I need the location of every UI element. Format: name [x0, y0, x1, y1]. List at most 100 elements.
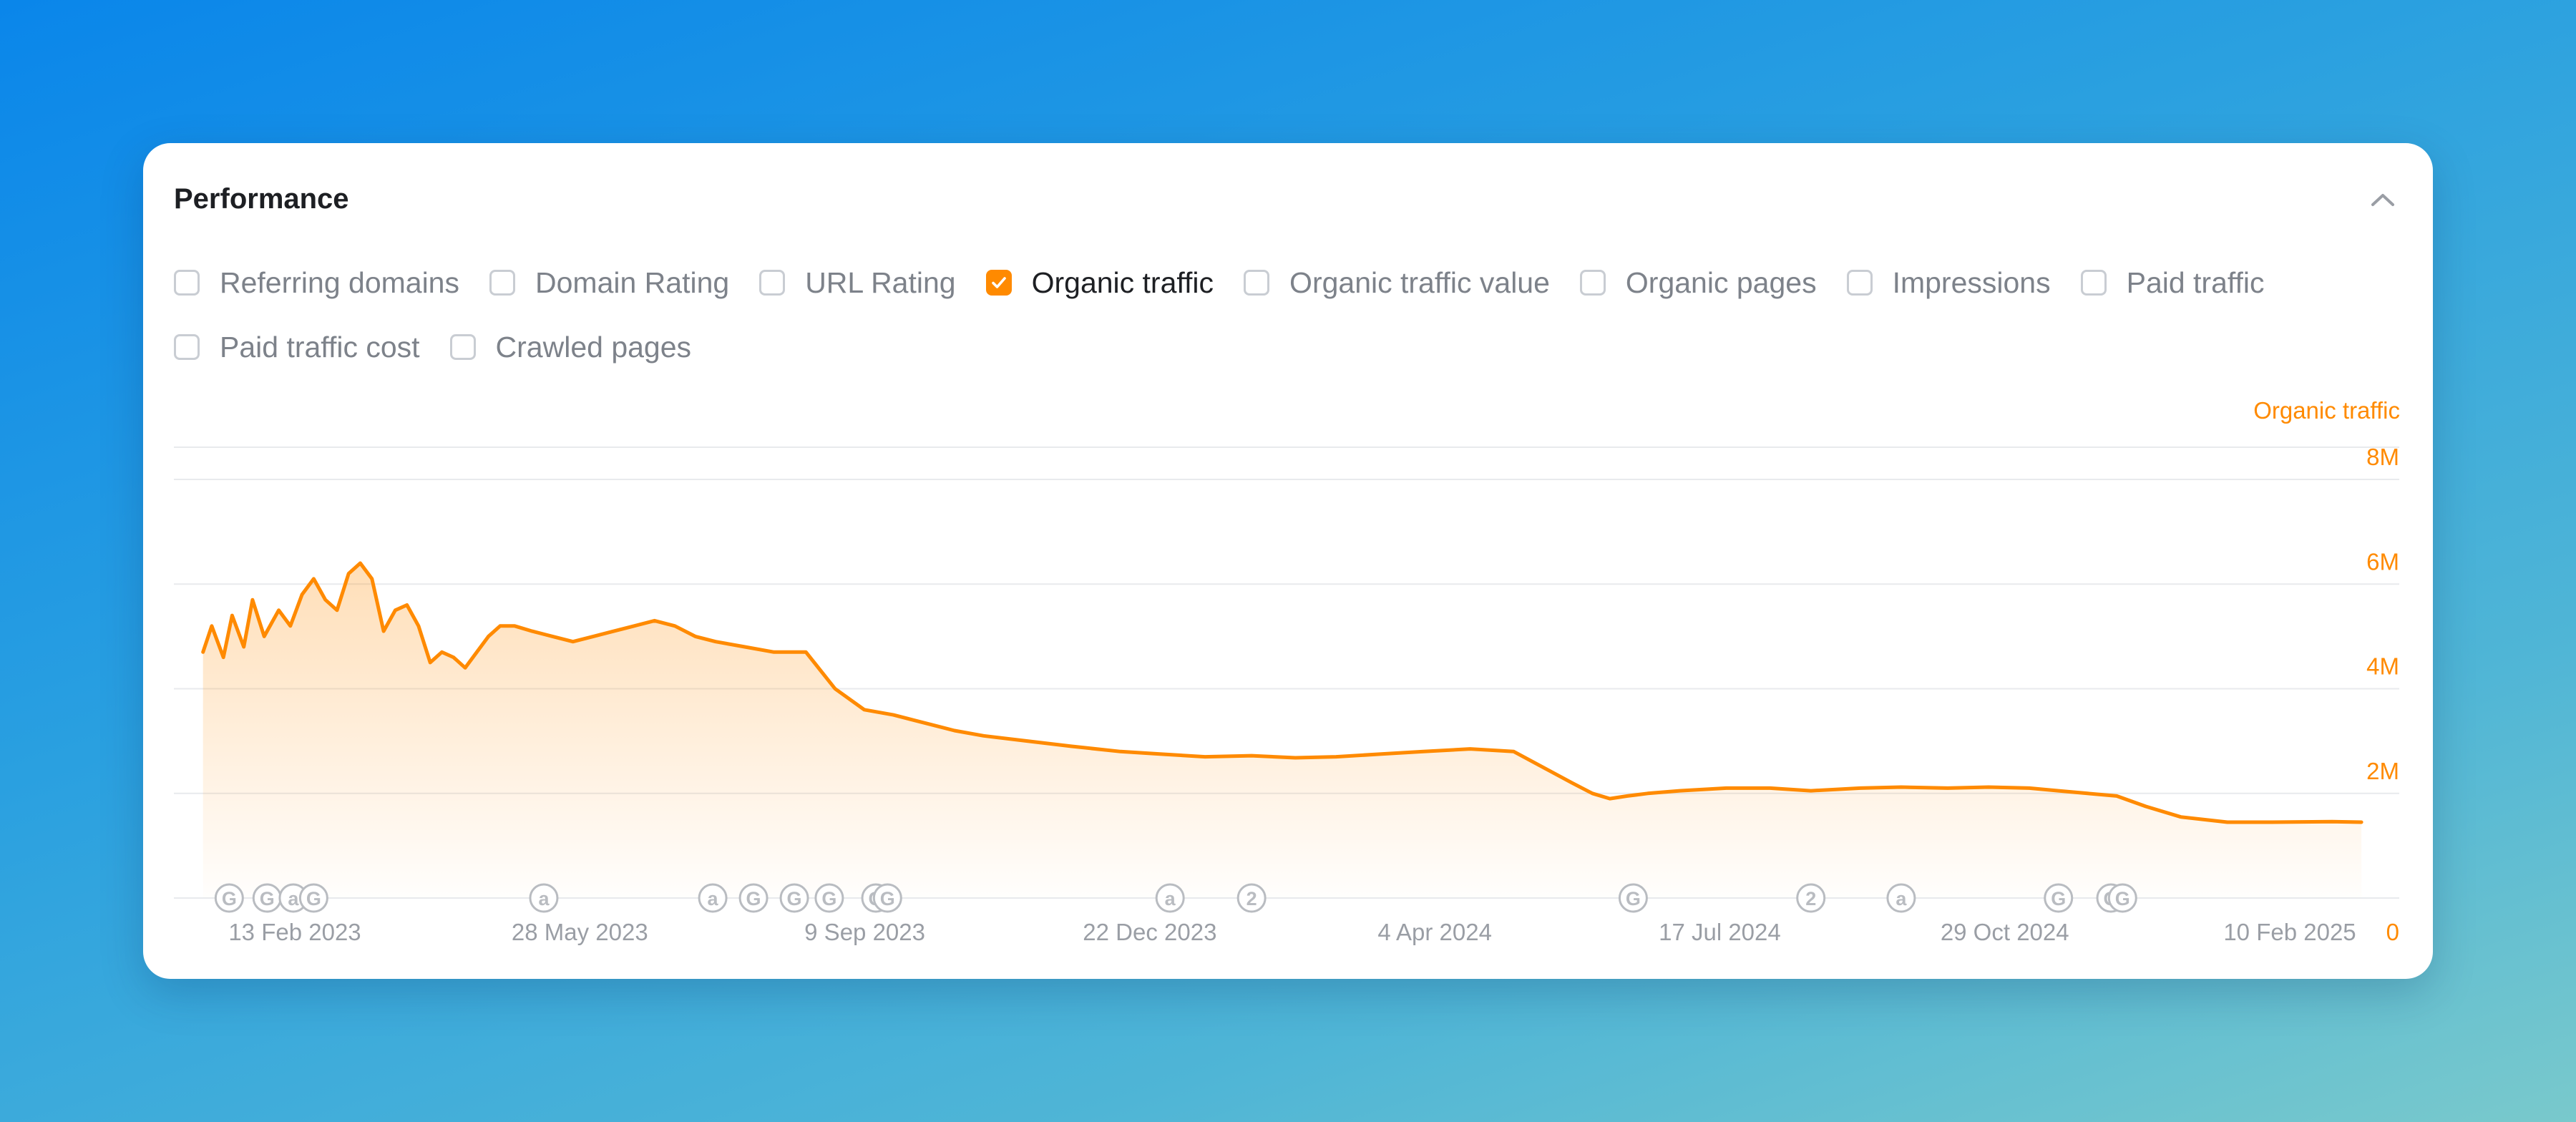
metric-row-2: Paid traffic cost Crawled pages — [174, 315, 2392, 379]
annotation-marker: G — [1618, 883, 1648, 913]
check-icon — [991, 277, 1006, 288]
annotation-circle — [1155, 883, 1185, 913]
annotation-label: a — [708, 888, 719, 909]
checkbox[interactable] — [489, 270, 515, 296]
annotation-circle — [1886, 883, 1916, 913]
metric-url-rating[interactable]: URL Rating — [759, 265, 956, 300]
annotation-label: G — [2115, 888, 2130, 909]
series-line — [201, 561, 2363, 824]
annotation-circle — [2044, 883, 2074, 913]
x-tick-label: 22 Dec 2023 — [1083, 919, 1216, 945]
annotation-marker: a — [529, 883, 559, 913]
metric-label: Impressions — [1892, 265, 2051, 299]
annotation-marker: G — [298, 883, 328, 913]
annotation-label: G — [2051, 888, 2066, 909]
metric-label: Domain Rating — [535, 265, 730, 299]
annotation-label: G — [260, 888, 275, 909]
annotation-circle — [1236, 883, 1267, 913]
x-tick-label: 10 Feb 2025 — [2223, 919, 2356, 945]
annotation-label: G — [880, 888, 895, 909]
annotation-circle — [2107, 883, 2137, 913]
chevron-up-icon — [2371, 194, 2394, 206]
annotation-marker: a — [1886, 883, 1916, 913]
x-tick-label: 9 Sep 2023 — [804, 919, 925, 945]
checkbox[interactable] — [174, 270, 200, 296]
annotation-marker: a — [278, 883, 308, 913]
x-tick-label: 4 Apr 2024 — [1377, 919, 1492, 945]
series-area — [203, 563, 2362, 898]
annotation-label: G — [222, 888, 237, 909]
y-tick-label: 6M — [2366, 548, 2399, 575]
checkbox[interactable] — [449, 334, 476, 360]
panel-title: Performance — [174, 183, 349, 215]
metric-impressions[interactable]: Impressions — [1846, 265, 2051, 300]
checkbox[interactable] — [2080, 270, 2107, 296]
metric-label: Paid traffic — [2126, 265, 2265, 299]
checkbox[interactable] — [1244, 270, 1270, 296]
metric-referring-domains[interactable]: Referring domains — [174, 266, 459, 300]
x-tick-label: 28 May 2023 — [512, 919, 648, 945]
annotation-label: G — [787, 888, 802, 909]
metric-label: Organic pages — [1625, 265, 1817, 299]
metric-organic-traffic-value[interactable]: Organic traffic value — [1244, 266, 1550, 300]
annotation-marker: a — [698, 883, 728, 913]
metric-organic-traffic[interactable]: Organic traffic — [985, 265, 1214, 300]
checkbox[interactable] — [174, 334, 200, 360]
annotation-label: G — [746, 888, 761, 909]
x-tick-label: 13 Feb 2023 — [228, 919, 361, 945]
checkbox[interactable] — [1846, 270, 1873, 296]
metric-label: Crawled pages — [495, 330, 692, 364]
metric-domain-rating[interactable]: Domain Rating — [489, 266, 729, 300]
metric-label: URL Rating — [805, 265, 956, 299]
annotation-label: G — [821, 888, 836, 909]
y-tick-label: 2M — [2366, 758, 2399, 784]
annotation-circle — [872, 883, 902, 913]
series-legend-label: Organic traffic — [2253, 397, 2400, 424]
annotation-label: a — [1896, 888, 1907, 909]
collapse-button[interactable] — [2361, 179, 2404, 222]
metric-selector: Referring domains Domain Rating URL Rati… — [174, 250, 2392, 379]
annotation-label: 2 — [1805, 888, 1816, 909]
annotation-circle — [779, 883, 809, 913]
x-tick-label: 17 Jul 2024 — [1659, 919, 1781, 945]
annotation-marker: G — [738, 883, 769, 913]
metric-paid-traffic-cost[interactable]: Paid traffic cost — [174, 331, 420, 364]
annotation-marker: G — [214, 883, 244, 913]
annotation-label: a — [288, 888, 299, 909]
metric-paid-traffic[interactable]: Paid traffic — [2080, 265, 2265, 300]
annotation-circle — [814, 883, 844, 913]
annotation-label: a — [1165, 888, 1176, 909]
performance-panel: Performance Referring domains Domain Rat… — [143, 143, 2433, 979]
checkbox[interactable] — [1579, 270, 1606, 296]
annotation-label: 2 — [1246, 888, 1257, 909]
checkbox[interactable] — [985, 270, 1012, 296]
annotation-circle — [1618, 883, 1648, 913]
x-tick-label: 29 Oct 2024 — [1941, 919, 2069, 945]
annotation-marker: G — [2107, 883, 2137, 913]
annotation-circle — [298, 883, 328, 913]
annotation-circle — [738, 883, 769, 913]
metric-label: Organic traffic — [1031, 265, 1214, 299]
annotation-label: G — [306, 888, 321, 909]
annotation-marker: 2 — [1236, 883, 1267, 913]
annotation-marker: G — [814, 883, 844, 913]
traffic-chart: 8M 6M 4M 2M 0 13 Feb 2023 28 May 2023 9 Sep 202… — [174, 444, 2399, 945]
metric-label: Paid traffic cost — [220, 330, 420, 364]
annotation-circle — [214, 883, 244, 913]
metric-label: Referring domains — [220, 265, 459, 299]
annotation-marker: G — [2044, 883, 2074, 913]
annotation-circle — [529, 883, 559, 913]
annotation-marker: 2 — [1796, 883, 1826, 913]
annotation-circle — [698, 883, 728, 913]
annotation-marker: G — [779, 883, 809, 913]
checkbox[interactable] — [759, 270, 786, 296]
annotation-circle — [1796, 883, 1826, 913]
metric-organic-pages[interactable]: Organic pages — [1579, 265, 1817, 300]
annotation-label: G — [1626, 888, 1641, 909]
annotation-label: a — [538, 888, 550, 909]
y-tick-label: 4M — [2366, 653, 2399, 680]
annotation-marker: G — [252, 883, 282, 913]
y-tick-label: 8M — [2366, 444, 2399, 470]
annotation-marker: G — [872, 883, 902, 913]
metric-crawled-pages[interactable]: Crawled pages — [449, 330, 692, 364]
